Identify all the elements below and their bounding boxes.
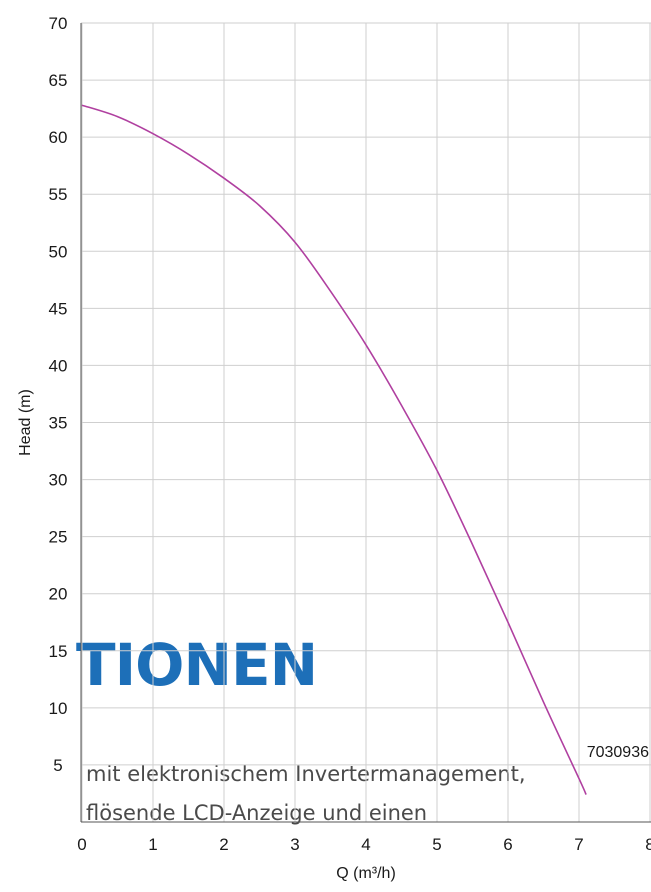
series-label: 7030936 [587,744,649,761]
y-tick-label: 15 [49,642,68,661]
x-tick-label: 8 [645,835,651,854]
x-tick-label: 3 [290,835,299,854]
background-text-line-1: mit elektronischem Invertermanagement, [86,762,526,786]
y-tick-label: 5 [53,756,62,775]
y-tick-label: 60 [49,128,68,147]
chart-axes [80,23,651,823]
chart-series: 7030936 [81,104,649,795]
y-tick-label: 45 [49,299,68,318]
y-tick-label: 30 [49,471,68,490]
x-axis-label: Q (m³/h) [336,865,396,882]
x-tick-label: 0 [77,835,86,854]
y-tick-label: 35 [49,414,68,433]
x-tick-label: 5 [432,835,441,854]
x-tick-label: 7 [574,835,583,854]
y-tick-label: 55 [49,185,68,204]
y-tick-label: 25 [49,528,68,547]
x-tick-labels: 0 1 2 3 4 5 6 7 8 [77,835,651,854]
y-tick-labels: 5 10 15 20 25 30 35 40 45 50 55 60 65 70 [49,14,68,775]
y-tick-label: 50 [49,242,68,261]
x-tick-label: 6 [503,835,512,854]
y-tick-label: 40 [49,356,68,375]
background-heading: TIONEN [76,631,318,699]
x-tick-label: 4 [361,835,370,854]
x-tick-label: 2 [219,835,228,854]
y-tick-label: 65 [49,71,68,90]
y-tick-label: 10 [49,699,68,718]
y-axis-label: Head (m) [17,389,34,456]
background-text-line-2: flösende LCD-Anzeige und einen [86,801,428,825]
x-tick-label: 1 [148,835,157,854]
series-line [81,104,587,795]
y-tick-label: 70 [49,14,68,33]
chart-grid [81,22,651,822]
y-tick-label: 20 [49,585,68,604]
